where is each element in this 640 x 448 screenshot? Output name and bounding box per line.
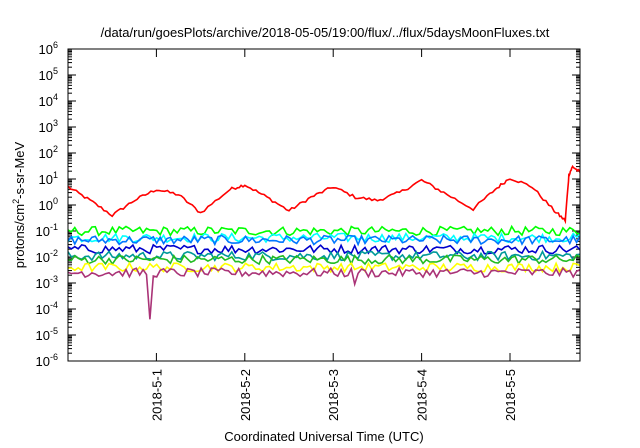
x-axis-label: Coordinated Universal Time (UTC) bbox=[224, 429, 423, 444]
y-tick-label: 103 bbox=[39, 118, 58, 135]
series-line-1 bbox=[68, 224, 580, 237]
series-lines bbox=[68, 164, 580, 320]
series-line-2 bbox=[68, 231, 580, 244]
y-axis-ticks: 10-6 10-5 10-4 10-3 10-2 10-1 100 101 102 103 104 1… bbox=[36, 40, 580, 369]
y-tick-label: 104 bbox=[39, 92, 58, 109]
y-tick-label: 10-6 bbox=[36, 352, 58, 369]
series-line-7 bbox=[68, 261, 580, 274]
x-tick-label: 2018-5-4 bbox=[415, 369, 430, 421]
series-line-8 bbox=[68, 266, 580, 320]
y-tick-label: 105 bbox=[39, 66, 58, 83]
y-tick-label: 10-4 bbox=[36, 300, 58, 317]
series-line-6 bbox=[68, 253, 580, 266]
y-tick-label: 106 bbox=[39, 40, 58, 57]
series-line-0 bbox=[68, 164, 580, 225]
y-tick-label: 102 bbox=[39, 144, 58, 161]
y-tick-label: 101 bbox=[39, 170, 58, 187]
series-line-4 bbox=[68, 243, 580, 255]
y-tick-label: 10-2 bbox=[36, 248, 58, 265]
plot-frame bbox=[67, 48, 581, 362]
y-tick-label: 100 bbox=[39, 196, 58, 213]
y-axis-label: protons/cm2-s-sr-MeV bbox=[11, 141, 27, 268]
x-tick-label: 2018-5-5 bbox=[503, 369, 518, 421]
y-tick-label: 10-3 bbox=[36, 274, 58, 291]
series-line-3 bbox=[68, 233, 580, 247]
x-axis-ticks: 2018-5-1 2018-5-2 2018-5-3 2018-5-4 2018-5-5 bbox=[149, 49, 518, 421]
x-tick-label: 2018-5-3 bbox=[326, 369, 341, 421]
x-tick-label: 2018-5-1 bbox=[149, 369, 164, 421]
y-tick-label: 10-5 bbox=[36, 326, 58, 343]
y-tick-label: 10-1 bbox=[36, 222, 58, 239]
x-tick-label: 2018-5-2 bbox=[238, 369, 253, 421]
series-line-5 bbox=[68, 249, 580, 262]
chart-title: /data/run/goesPlots/archive/2018-05-05/1… bbox=[101, 25, 550, 40]
